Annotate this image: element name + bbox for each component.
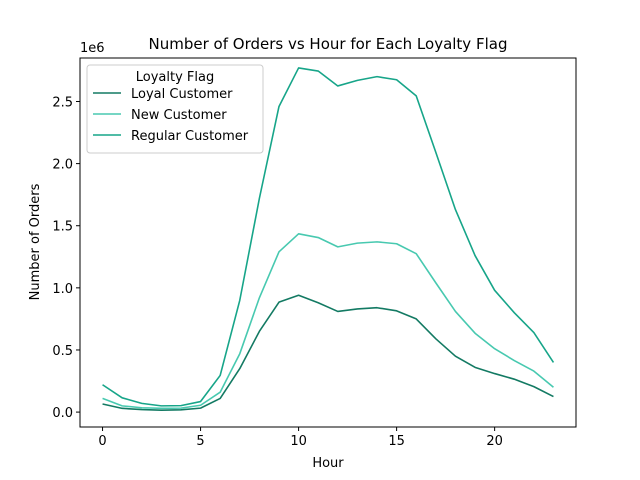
series-lines xyxy=(102,67,555,412)
x-tick-label: 15 xyxy=(388,434,405,449)
series-line-loyal-customer xyxy=(102,294,554,412)
legend-title: Loyalty Flag xyxy=(136,70,214,85)
legend-label-loyal-customer: Loyal Customer xyxy=(131,87,233,102)
legend-items: Loyal Customer New Customer Regular Custom… xyxy=(93,87,249,144)
legend: Loyalty Flag Loyal Customer New Customer R… xyxy=(86,64,264,154)
legend-label-regular-customer: Regular Customer xyxy=(131,129,249,144)
y-axis-label: Number of Orders xyxy=(28,183,43,300)
series-line-regular-customer xyxy=(102,67,555,407)
y-tick-label: 2.0 xyxy=(52,158,73,173)
chart-title: Number of Orders vs Hour for Each Loyalt… xyxy=(149,35,508,53)
y-multiplier-label: 1e6 xyxy=(80,41,105,56)
legend-box xyxy=(86,64,264,154)
x-tick-label: 5 xyxy=(196,434,204,449)
plot-frame xyxy=(79,57,577,428)
x-axis-label: Hour xyxy=(312,456,344,471)
x-axis: 0 5 10 15 20 xyxy=(98,427,503,449)
y-tick-label: 2.5 xyxy=(52,95,73,110)
x-tick-label: 0 xyxy=(98,434,106,449)
plot-area: 0 5 10 15 20 0.0 0.5 1.0 1.5 2.0 2.5 xyxy=(52,57,577,449)
y-tick-label: 1.0 xyxy=(52,282,73,297)
x-tick-label: 20 xyxy=(486,434,503,449)
legend-label-new-customer: New Customer xyxy=(131,108,227,123)
y-tick-label: 0.5 xyxy=(52,344,73,359)
series-line-new-customer xyxy=(102,233,554,410)
x-tick-label: 10 xyxy=(290,434,307,449)
y-tick-label: 0.0 xyxy=(52,406,73,421)
y-axis: 0.0 0.5 1.0 1.5 2.0 2.5 xyxy=(52,95,80,421)
y-tick-label: 1.5 xyxy=(52,220,73,235)
